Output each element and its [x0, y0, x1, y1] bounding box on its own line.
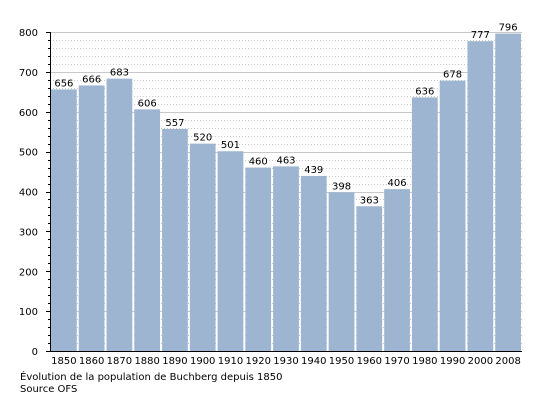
value-label-1930: 463	[276, 155, 295, 166]
value-label-1950: 398	[332, 181, 351, 192]
x-tick-label-1900: 1900	[190, 356, 215, 367]
y-tick-label-300: 300	[19, 227, 38, 238]
value-label-1940: 439	[304, 165, 323, 176]
y-tick-label-700: 700	[19, 68, 38, 79]
bar-1970	[384, 189, 410, 351]
value-label-1890: 557	[165, 118, 184, 129]
y-tick-label-400: 400	[19, 188, 38, 199]
y-tick-label-600: 600	[19, 108, 38, 119]
x-tick-label-1910: 1910	[218, 356, 243, 367]
bar-2008	[495, 33, 521, 351]
value-label-2008: 796	[499, 23, 518, 34]
value-label-1910: 501	[221, 140, 240, 151]
bar-1870	[106, 78, 133, 351]
value-label-1920: 460	[249, 157, 268, 168]
bar-1960	[356, 206, 383, 351]
x-tick-label-1850: 1850	[51, 356, 76, 367]
bar-1900	[189, 143, 216, 351]
bar-1940	[300, 175, 327, 351]
x-tick-label-2000: 2000	[468, 356, 493, 367]
bar-1950	[328, 192, 355, 351]
x-tick-label-1960: 1960	[357, 356, 382, 367]
x-tick-label-1990: 1990	[440, 356, 465, 367]
chart-caption-title: Évolution de la population de Buchberg d…	[20, 372, 283, 383]
value-label-1870: 683	[110, 68, 129, 79]
bar-1980	[411, 97, 438, 352]
bar-2000	[467, 41, 494, 351]
x-tick-label-1860: 1860	[79, 356, 104, 367]
bar-1910	[217, 151, 244, 351]
value-label-1900: 520	[193, 133, 212, 144]
value-label-1990: 678	[443, 70, 462, 81]
y-tick-label-500: 500	[19, 148, 38, 159]
bar-1990	[439, 80, 466, 352]
axes	[46, 32, 522, 352]
bar-1890	[162, 128, 188, 351]
bar-1850	[51, 89, 77, 352]
x-tick-label-1930: 1930	[273, 356, 298, 367]
value-label-2000: 777	[471, 30, 490, 41]
value-label-1850: 656	[54, 78, 73, 89]
bar-1920	[245, 167, 272, 351]
bar-1860	[78, 85, 105, 352]
x-tick-label-1940: 1940	[301, 356, 326, 367]
value-label-1880: 606	[138, 98, 157, 109]
value-label-1960: 363	[360, 195, 379, 206]
y-tick-label-200: 200	[19, 267, 38, 278]
labels: 656 1850 666 1860 683 1870 606 1880 557 1890 520 19…	[19, 23, 521, 367]
y-tick-label-0: 0	[32, 347, 38, 358]
chart-caption-source: Source OFS	[20, 384, 78, 395]
x-tick-label-1870: 1870	[107, 356, 132, 367]
x-tick-label-1920: 1920	[246, 356, 271, 367]
x-tick-label-1880: 1880	[134, 356, 159, 367]
bar-1930	[273, 166, 299, 351]
bars	[51, 33, 521, 352]
x-tick-label-1980: 1980	[412, 356, 437, 367]
y-tick-label-100: 100	[19, 307, 38, 318]
x-tick-label-1970: 1970	[384, 356, 409, 367]
bar-1880	[134, 109, 161, 351]
x-tick-label-2008: 2008	[495, 356, 520, 367]
value-label-1860: 666	[82, 74, 101, 85]
x-tick-label-1890: 1890	[162, 356, 187, 367]
y-tick-label-800: 800	[19, 28, 38, 39]
value-label-1980: 636	[415, 86, 434, 97]
value-label-1970: 406	[388, 178, 407, 189]
x-tick-label-1950: 1950	[329, 356, 354, 367]
